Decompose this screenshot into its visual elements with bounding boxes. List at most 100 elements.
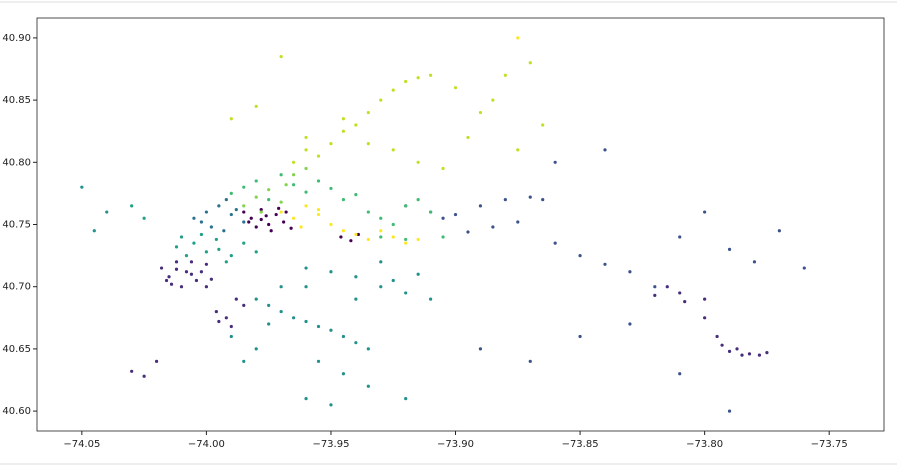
x-tick-label: −74.05 (63, 439, 100, 450)
point (179, 285, 184, 289)
point (366, 384, 370, 388)
point (329, 222, 333, 227)
point (404, 397, 408, 401)
point (184, 270, 189, 274)
point (316, 359, 321, 363)
point (249, 216, 253, 220)
point (491, 225, 495, 229)
point (264, 214, 268, 218)
x-tick-label: −73.80 (686, 439, 723, 450)
x-tick-label: −73.95 (312, 439, 349, 450)
point (541, 198, 545, 202)
point (284, 210, 288, 214)
point (329, 186, 333, 191)
point (429, 210, 433, 214)
point (341, 198, 346, 202)
point (528, 61, 532, 65)
point (715, 334, 719, 339)
point (229, 253, 233, 258)
point (284, 183, 288, 187)
point (217, 247, 221, 251)
point (777, 229, 781, 233)
point (441, 166, 445, 171)
point (242, 241, 246, 245)
point (391, 222, 395, 227)
point (528, 195, 532, 199)
point (453, 86, 458, 90)
point (254, 195, 258, 199)
point (341, 129, 346, 133)
point (404, 291, 408, 295)
point (254, 297, 258, 301)
point (242, 210, 246, 214)
point (267, 303, 271, 307)
point (259, 210, 263, 214)
point (299, 225, 303, 229)
point (503, 198, 507, 202)
point (159, 266, 164, 270)
point (277, 206, 281, 210)
point (242, 220, 246, 224)
point (329, 328, 333, 332)
point (653, 285, 657, 289)
point (354, 232, 358, 237)
point (304, 190, 308, 194)
x-tick-label: −73.75 (811, 439, 848, 450)
point (366, 110, 370, 115)
point (578, 253, 582, 258)
y-tick-label: 40.75 (2, 220, 31, 231)
point (366, 210, 370, 214)
point (603, 148, 607, 152)
point (441, 235, 445, 239)
y-tick-label: 40.80 (2, 157, 31, 168)
y-tick-label: 40.65 (2, 344, 31, 355)
point (354, 193, 358, 197)
point (404, 241, 408, 245)
point (735, 347, 739, 351)
point (678, 235, 682, 239)
point (291, 316, 296, 320)
point (802, 266, 806, 270)
point (274, 212, 278, 217)
point (478, 110, 483, 115)
point (628, 322, 632, 326)
point (316, 212, 321, 217)
point (304, 285, 308, 289)
points (80, 36, 806, 413)
point (349, 239, 353, 243)
point (229, 117, 233, 121)
point (217, 204, 221, 208)
point (214, 237, 218, 242)
point (199, 220, 204, 224)
point (229, 212, 233, 217)
point (603, 262, 607, 266)
point (304, 397, 308, 401)
point (720, 343, 724, 347)
point (304, 204, 308, 208)
point (254, 250, 258, 254)
point (541, 123, 545, 127)
point (466, 135, 470, 140)
point (356, 232, 360, 237)
point (379, 260, 383, 264)
y-tick-label: 40.70 (2, 282, 31, 293)
point (92, 229, 96, 233)
point (404, 204, 408, 208)
point (192, 241, 196, 245)
point (224, 316, 228, 320)
point (727, 247, 732, 251)
point (254, 347, 258, 351)
x-tick-label: −74.00 (188, 439, 225, 450)
point (354, 341, 358, 345)
point (503, 73, 507, 77)
point (516, 220, 520, 224)
point (167, 275, 171, 279)
x-tick-label: −73.90 (437, 439, 474, 450)
point (316, 207, 321, 212)
point (341, 334, 346, 339)
point (179, 235, 184, 239)
point (429, 297, 433, 301)
point (291, 173, 296, 177)
point (765, 351, 769, 355)
point (189, 260, 194, 264)
